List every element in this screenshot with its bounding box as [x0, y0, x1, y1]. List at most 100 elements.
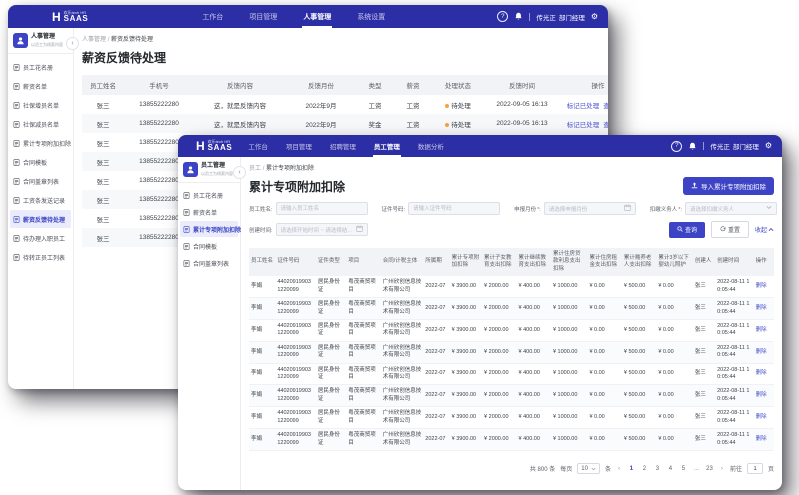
user-menu[interactable]: 传光正 部门经理	[710, 141, 759, 151]
filter-input[interactable]	[408, 202, 501, 215]
table-cell: 2022-07	[425, 326, 446, 333]
front-topbar: H 欢乐tech HR SAAS 工作台 项目管理 招聘管理 员工管理 数据分析 ? 传…	[178, 135, 782, 157]
sidebar-item-0[interactable]: 员工花名册	[180, 187, 238, 203]
chevron-left-icon[interactable]: ‹	[233, 166, 246, 179]
table-cell: 居民身份证	[317, 366, 340, 381]
table-cell: 奖金	[368, 121, 382, 129]
page-number-23[interactable]: 23	[706, 465, 713, 472]
mark-processed-link[interactable]: 标记已处理	[566, 121, 600, 129]
delete-link[interactable]: 删除	[755, 414, 767, 421]
nav-item-3[interactable]: 系统设置	[357, 13, 386, 21]
actions-cell: 删除	[754, 385, 774, 407]
sidebar-item-10[interactable]: 待转正员工列表	[10, 248, 71, 266]
breadcrumb-root[interactable]: 人事管理	[82, 37, 107, 43]
sidebar-item-7[interactable]: 工资条发送记录	[10, 191, 71, 209]
table-cell: ¥ 0.00	[589, 304, 605, 311]
filter-date-input[interactable]: 请选择开始时间 ~ 请选择结束时间	[275, 223, 368, 236]
page-number-1[interactable]: 1	[629, 465, 634, 472]
gear-icon[interactable]: ⚙	[764, 141, 772, 150]
page-number-3[interactable]: 3	[655, 465, 660, 472]
bell-icon[interactable]	[514, 12, 523, 21]
table-cell: 李娟	[251, 326, 263, 333]
breadcrumb-root[interactable]: 员工	[249, 166, 262, 172]
filter-label: 证件号码:	[381, 206, 406, 213]
search-button[interactable]: 查询	[668, 221, 705, 238]
user-menu[interactable]: 传光正 部门经理	[536, 12, 585, 22]
sidebar-item-1[interactable]: 薪资名单	[180, 204, 238, 220]
sidebar-item-2[interactable]: 社保增员名单	[10, 96, 71, 114]
delete-link[interactable]: 删除	[755, 348, 767, 355]
window-cumulative-deductions: H 欢乐tech HR SAAS 工作台 项目管理 招聘管理 员工管理 数据分析 ? 传…	[178, 135, 782, 490]
delete-link[interactable]: 删除	[755, 435, 767, 442]
table-cell: 2022-08-11 10:05:44	[717, 432, 750, 446]
nav-item-4[interactable]: 数据分析	[417, 144, 444, 151]
nav-item-2[interactable]: 招聘管理	[329, 144, 356, 151]
table-cell: 工资	[406, 121, 420, 129]
table-cell: 440209199031220099	[277, 388, 311, 402]
nav-item-2[interactable]: 人事管理	[301, 5, 333, 28]
table-cell: ¥ 1000.00	[552, 435, 578, 442]
table-cell: ¥ 500.00	[623, 392, 646, 399]
delete-link[interactable]: 删除	[755, 392, 767, 399]
sidebar-item-5[interactable]: 合同模板	[10, 153, 71, 171]
delete-link[interactable]: 删除	[755, 304, 767, 311]
sidebar-item-9[interactable]: 待办理入职员工	[10, 229, 71, 247]
table-cell: ¥ 3900.00	[451, 435, 477, 442]
sidebar-item-4[interactable]: 合同盖章列表	[180, 255, 238, 271]
nav-item-1[interactable]: 项目管理	[285, 144, 312, 151]
filter-input[interactable]	[275, 202, 368, 215]
delete-link[interactable]: 删除	[755, 370, 767, 377]
sidebar-item-2[interactable]: 累计专项附加扣除	[180, 221, 241, 237]
help-icon[interactable]: ?	[671, 140, 683, 152]
mark-processed-link[interactable]: 标记已处理	[566, 102, 600, 110]
table-cell: 李娟	[251, 414, 263, 421]
table-cell: 440209199031220099	[277, 301, 311, 315]
page-number-5[interactable]: 5	[681, 465, 686, 472]
filter-date-input[interactable]: 请选择申报月份	[543, 202, 636, 215]
goto-page-input[interactable]	[746, 463, 763, 475]
sidebar-item-8[interactable]: 薪资反馈待处理	[10, 210, 71, 228]
page-number-2[interactable]: 2	[642, 465, 647, 472]
table-cell: 张三	[694, 348, 706, 355]
delete-link[interactable]: 删除	[755, 326, 767, 333]
insurance-remove-icon	[13, 120, 20, 128]
table-row: 张三 13855222280 这，就是反馈内容 2022年9月 工资 工资 待处理 2022-…	[82, 95, 609, 114]
sidebar-item-label: 员工花名册	[193, 193, 224, 200]
per-page-select[interactable]: 10	[577, 463, 600, 475]
next-page-button[interactable]: ›	[720, 465, 723, 472]
import-deductions-button[interactable]: 导入累计专项附加扣除	[683, 177, 774, 195]
prev-page-button[interactable]: ‹	[617, 465, 620, 472]
view-salary-link[interactable]: 查看薪资	[603, 122, 608, 129]
total-count: 共 800 条	[529, 467, 556, 474]
chevron-left-icon[interactable]: ‹	[66, 37, 79, 50]
front-sidebar-title: 员工管理	[201, 163, 226, 170]
gear-icon[interactable]: ⚙	[590, 11, 598, 21]
sidebar-item-3[interactable]: 合同模板	[180, 238, 238, 254]
sidebar-item-0[interactable]: 员工花名册	[10, 58, 71, 76]
help-icon[interactable]: ?	[497, 11, 509, 22]
nav-item-1[interactable]: 项目管理	[249, 13, 278, 21]
bell-icon[interactable]	[688, 142, 697, 151]
sidebar-item-3[interactable]: 社保减员名单	[10, 115, 71, 133]
sidebar-item-1[interactable]: 薪资名单	[10, 77, 71, 95]
reset-button[interactable]: 重置	[710, 221, 749, 238]
table-cell: 张三	[694, 435, 706, 442]
table-cell: ¥ 0.00	[658, 282, 674, 289]
nav-item-0[interactable]: 工作台	[248, 144, 268, 151]
nav-item-0[interactable]: 工作台	[202, 13, 224, 21]
collapse-filters-link[interactable]: 收起	[755, 225, 774, 234]
table-cell: ¥ 3900.00	[451, 370, 477, 377]
filter-field-0: 创建时间:请选择开始时间 ~ 请选择结束时间	[249, 223, 368, 236]
sidebar-item-6[interactable]: 合同盖章列表	[10, 172, 71, 190]
nav-item-3[interactable]: 员工管理	[372, 135, 402, 157]
delete-link[interactable]: 删除	[755, 282, 767, 289]
page-number-4[interactable]: 4	[668, 465, 673, 472]
view-salary-link[interactable]: 查看薪资	[603, 103, 608, 110]
sidebar-item-4[interactable]: 累计专项附加扣除	[10, 134, 71, 152]
breadcrumb-current: 累计专项附加扣除	[266, 166, 315, 172]
table-cell: 广州欣创信息技术有限公司	[382, 344, 422, 359]
table-cell: 张三	[96, 178, 110, 186]
table-cell: 2022-08-11 10:05:44	[717, 301, 750, 315]
filter-select[interactable]: 请选择扣缴义务人	[684, 202, 777, 215]
